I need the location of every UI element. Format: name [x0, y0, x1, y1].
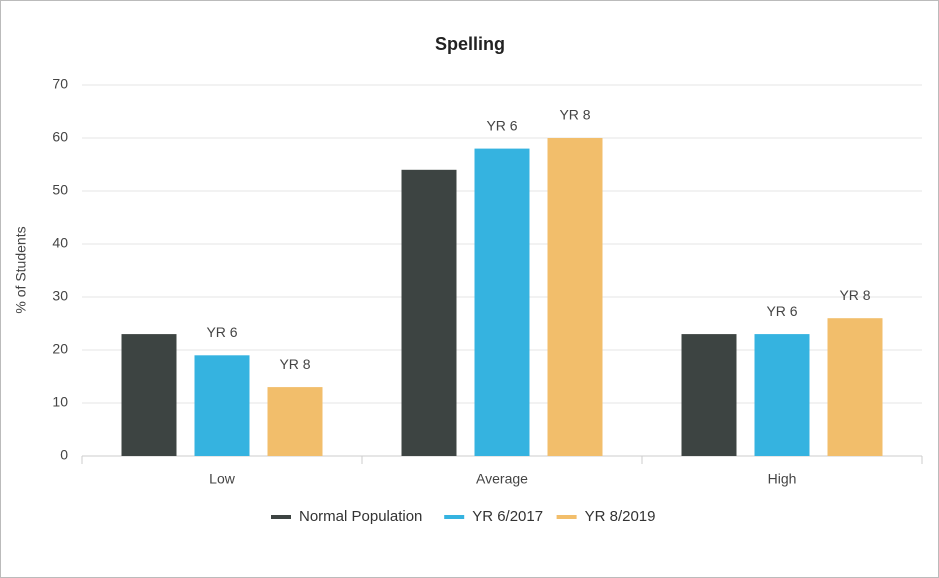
y-tick-label: 20	[52, 341, 68, 357]
chart-title: Spelling	[435, 34, 505, 54]
bar-label: YR 8	[279, 356, 310, 372]
bar	[474, 148, 530, 456]
x-tick-label: Average	[476, 471, 528, 487]
bar	[267, 387, 323, 456]
bar	[547, 138, 603, 456]
bar	[194, 355, 250, 456]
bar-label: YR 6	[206, 324, 237, 340]
x-tick-label: Low	[209, 471, 236, 487]
bar-label: YR 8	[559, 107, 590, 123]
y-tick-label: 40	[52, 235, 68, 251]
y-tick-label: 30	[52, 288, 68, 304]
y-axis-label: % of Students	[13, 226, 29, 313]
y-tick-label: 70	[52, 76, 68, 92]
bar	[754, 334, 810, 456]
bar	[681, 334, 737, 456]
y-tick-label: 0	[60, 447, 68, 463]
legend-label: Normal Population	[299, 508, 422, 525]
x-tick-label: High	[768, 471, 797, 487]
bar-label: YR 6	[766, 303, 797, 319]
y-tick-label: 10	[52, 394, 68, 410]
bar-label: YR 6	[486, 117, 517, 133]
legend-label: YR 8/2019	[585, 508, 656, 525]
bar	[121, 334, 177, 456]
bar	[401, 169, 457, 457]
y-tick-label: 50	[52, 182, 68, 198]
bar-label: YR 8	[839, 287, 870, 303]
bar	[827, 318, 883, 456]
legend-label: YR 6/2017	[472, 508, 543, 525]
y-tick-label: 60	[52, 129, 68, 145]
